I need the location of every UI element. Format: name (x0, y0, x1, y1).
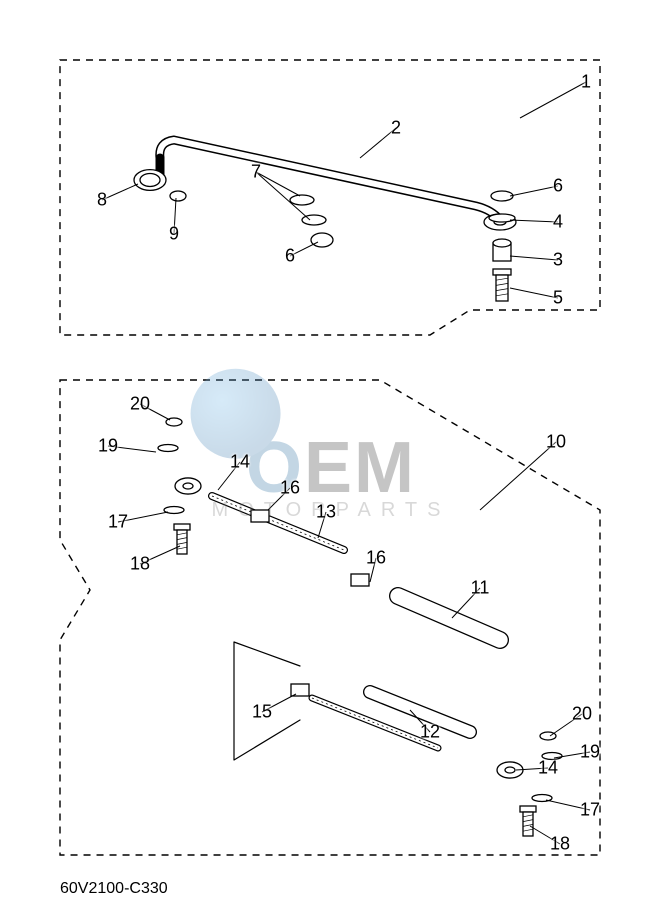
callout-18: 18 (130, 554, 150, 575)
callout-17: 17 (108, 512, 128, 533)
callout-18: 18 (550, 834, 570, 855)
callout-2: 2 (391, 118, 401, 139)
svg-layer (0, 0, 662, 914)
callout-6: 6 (285, 246, 295, 267)
callout-7: 7 (251, 162, 261, 183)
callout-12: 12 (420, 722, 440, 743)
callout-11: 11 (471, 578, 490, 599)
group-outline (60, 380, 600, 855)
callout-15: 15 (252, 702, 272, 723)
callout-1: 1 (581, 72, 591, 93)
callout-5: 5 (553, 288, 563, 309)
callout-19: 19 (580, 742, 600, 763)
group-outline (60, 60, 600, 335)
diagram-stage: OEM MOTORPARTS 1264357689201914161316171… (0, 0, 662, 914)
callout-17: 17 (580, 800, 600, 821)
callout-20: 20 (130, 394, 150, 415)
drawing-code: 60V2100-C330 (60, 880, 168, 898)
callout-4: 4 (553, 212, 563, 233)
callout-20: 20 (572, 704, 592, 725)
callout-10: 10 (546, 432, 566, 453)
callout-3: 3 (553, 250, 563, 271)
callout-6: 6 (553, 176, 563, 197)
callout-13: 13 (316, 502, 336, 523)
callout-16: 16 (280, 478, 300, 499)
callout-14: 14 (538, 758, 558, 779)
callout-8: 8 (97, 190, 107, 211)
callout-14: 14 (230, 452, 250, 473)
callout-9: 9 (169, 224, 179, 245)
callout-19: 19 (98, 436, 118, 457)
callout-16: 16 (366, 548, 386, 569)
